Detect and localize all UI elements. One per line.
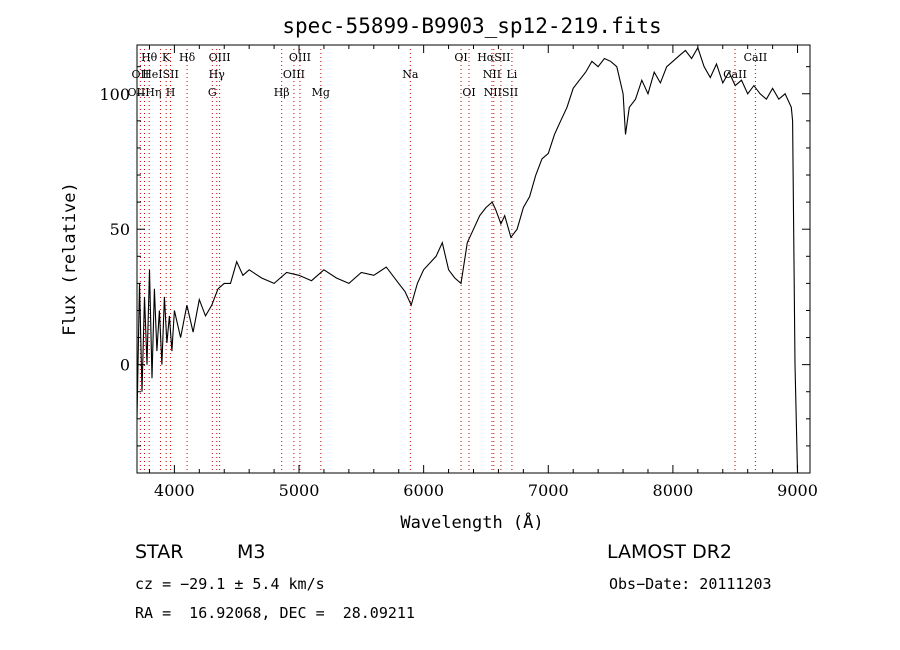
y-tick-label: 100 — [99, 85, 130, 104]
spectral-line-label: Li — [506, 68, 517, 81]
y-tick-label: 50 — [110, 220, 130, 239]
y-axis-label: Flux (relative) — [60, 182, 80, 336]
spectral-line-label: Hθ — [141, 51, 158, 64]
spectral-line-label: OIIHη — [128, 86, 162, 99]
spectrum-line — [136, 46, 799, 474]
spectral-line-label: HαSII — [477, 51, 510, 64]
x-tick-label: 9000 — [777, 481, 818, 500]
x-tick-label: 7000 — [528, 481, 569, 500]
spectral-line-label: NIISII — [484, 86, 519, 99]
spectral-line-label: HeISII — [142, 68, 179, 81]
spectral-line-label: OIII — [289, 51, 311, 64]
chart-title: spec-55899-B9903_sp12-219.fits — [282, 14, 661, 38]
x-tick-label: 6000 — [403, 481, 444, 500]
spectral-line-label: Mg — [312, 86, 330, 99]
object-class: STAR — [135, 541, 184, 563]
observation-date: Obs−Date: 20111203 — [609, 575, 772, 593]
x-tick-label: 4000 — [154, 481, 195, 500]
y-axis-ticks: 0 50 100 — [99, 66, 810, 447]
plot-frame — [136, 44, 811, 474]
spectral-line-label: CaII — [723, 68, 747, 81]
spectral-line-label: OIII — [283, 68, 305, 81]
spectral-line-label: Hγ — [209, 68, 226, 81]
y-tick-label: 0 — [120, 356, 130, 375]
x-tick-label: 5000 — [279, 481, 320, 500]
x-tick-label: 8000 — [653, 481, 694, 500]
spectral-line-label: Hδ — [179, 51, 196, 64]
sky-coordinates: RA = 16.92068, DEC = 28.09211 — [135, 604, 415, 622]
spectral-line-label: H — [166, 86, 176, 99]
x-axis-label: Wavelength (Å) — [400, 511, 543, 533]
spectral-line-label: CaII — [744, 51, 768, 64]
spectral-line-label: Na — [402, 68, 419, 81]
spectral-line-label: NII — [483, 68, 501, 81]
spectral-line-label: OI — [454, 51, 467, 64]
spectral-line-label: OII — [132, 68, 150, 81]
survey-name: LAMOST DR2 — [607, 541, 732, 563]
redshift-velocity: cz = −29.1 ± 5.4 km/s — [135, 575, 325, 593]
spectral-line-markers — [139, 49, 756, 473]
spectral-line-label: OI — [462, 86, 475, 99]
x-axis-ticks: 4000 5000 6000 7000 8000 9000 — [148, 45, 818, 500]
object-subclass: M3 — [237, 541, 266, 563]
spectral-line-label: K — [162, 51, 171, 64]
spectral-line-label: OIII — [209, 51, 231, 64]
spectral-line-label: G — [208, 86, 217, 99]
spectral-line-label: Hβ — [274, 86, 290, 99]
